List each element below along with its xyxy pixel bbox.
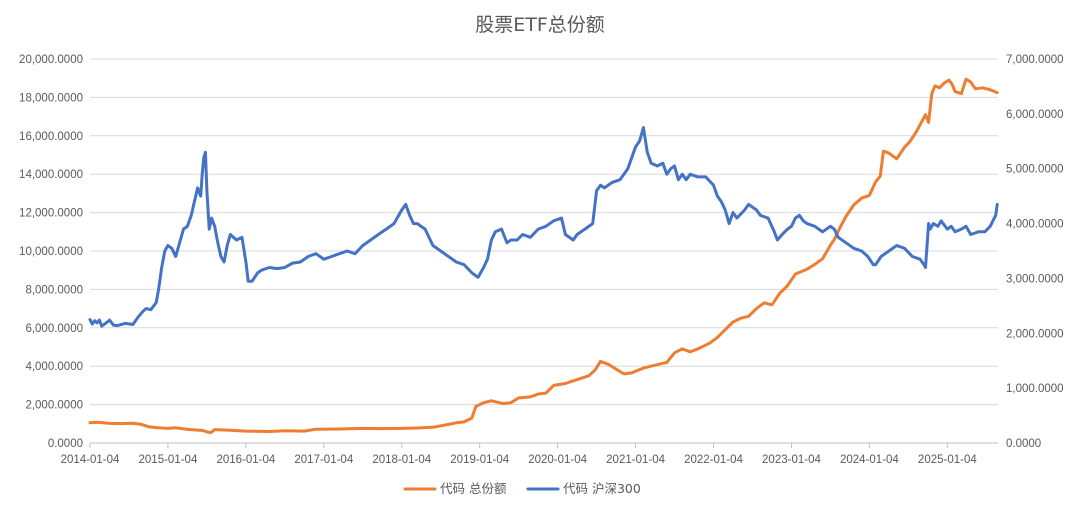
x-tick-label: 2014-01-04: [61, 454, 120, 466]
right-y-tick-label: 6,000.0000: [1006, 109, 1064, 121]
x-tick-label: 2023-01-04: [762, 454, 821, 466]
right-y-tick-label: 2,000.0000: [1006, 328, 1064, 340]
legend: 代码 总份额 代码 沪深300: [403, 481, 641, 496]
chart-title: 股票ETF总份额: [475, 14, 605, 36]
left-y-tick-label: 12,000.0000: [19, 208, 83, 220]
left-y-tick-label: 4,000.0000: [25, 361, 83, 373]
legend-label: 代码 总份额: [440, 481, 507, 496]
series-lines: [88, 77, 999, 435]
legend-label: 代码 沪深300: [563, 481, 641, 496]
right-y-tick-label: 1,000.0000: [1006, 383, 1064, 395]
left-y-tick-label: 16,000.0000: [19, 131, 83, 143]
x-tick-label: 2025-01-04: [918, 454, 977, 466]
left-y-tick-label: 0.0000: [48, 438, 83, 450]
series-line-1: [88, 77, 999, 435]
series-line-2: [88, 126, 999, 328]
x-tick-label: 2016-01-04: [216, 454, 275, 466]
right-y-tick-label: 7,000.0000: [1006, 54, 1064, 66]
right-y-tick-label: 5,000.0000: [1006, 164, 1064, 176]
x-tick-label: 2024-01-04: [840, 454, 899, 466]
x-tick-label: 2019-01-04: [450, 454, 509, 466]
right-y-axis: 0.0000 1,000.0000 2,000.0000 3,000.0000 4,00…: [1006, 54, 1064, 450]
left-y-tick-label: 20,000.0000: [19, 54, 83, 66]
x-tick-label: 2017-01-04: [294, 454, 353, 466]
left-y-tick-label: 2,000.0000: [25, 400, 83, 412]
gridlines: [90, 58, 998, 444]
left-y-tick-label: 18,000.0000: [19, 92, 83, 104]
x-axis: 2014-01-04 2015-01-04 2016-01-04 2017-01-04…: [61, 443, 977, 466]
right-y-tick-label: 4,000.0000: [1006, 219, 1064, 231]
left-y-axis: 0.0000 2,000.0000 4,000.0000 6,000.0000 8,00…: [19, 54, 83, 450]
x-tick-label: 2022-01-04: [684, 454, 743, 466]
x-tick-label: 2015-01-04: [139, 454, 198, 466]
left-y-tick-label: 10,000.0000: [19, 246, 83, 258]
left-y-tick-label: 6,000.0000: [25, 323, 83, 335]
left-y-tick-label: 14,000.0000: [19, 169, 83, 181]
x-tick-label: 2021-01-04: [606, 454, 665, 466]
x-tick-label: 2020-01-04: [528, 454, 587, 466]
x-tick-label: 2018-01-04: [372, 454, 431, 466]
right-y-tick-label: 3,000.0000: [1006, 273, 1064, 285]
right-y-tick-label: 0.0000: [1006, 438, 1041, 450]
left-y-tick-label: 8,000.0000: [25, 284, 83, 296]
